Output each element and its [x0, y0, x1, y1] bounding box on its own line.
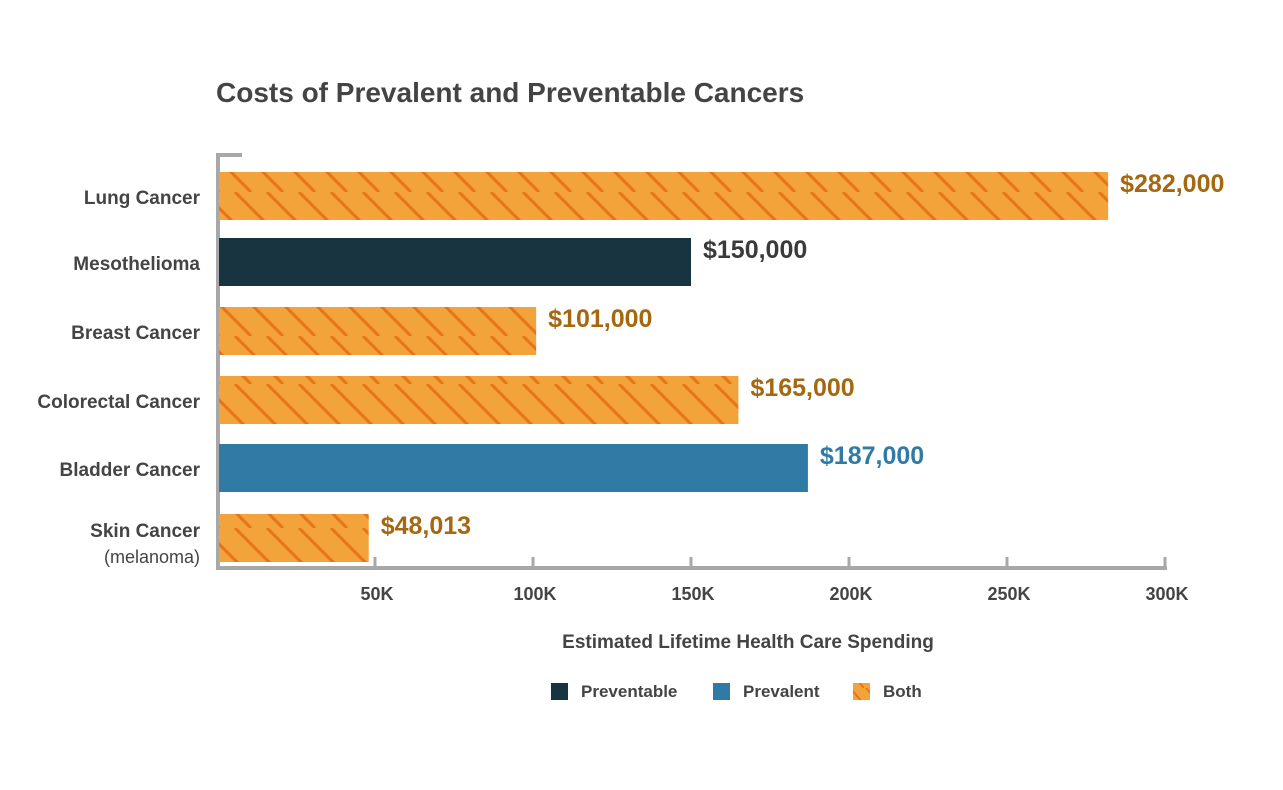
bar [219, 514, 369, 562]
category-label: Mesothelioma [73, 254, 200, 275]
x-tick-label: 200K [829, 584, 872, 604]
x-axis-label: Estimated Lifetime Health Care Spending [562, 632, 934, 653]
legend-swatch [551, 683, 568, 700]
value-label: $187,000 [820, 442, 924, 470]
category-label: Breast Cancer [71, 323, 200, 344]
bar [219, 238, 691, 286]
legend-label: Preventable [581, 682, 677, 701]
bars: Lung Cancer $282,000 Mesothelioma $150,000 B… [37, 170, 1224, 567]
x-tick-label: 300K [1145, 584, 1188, 604]
category-label: Skin Cancer [90, 521, 200, 542]
x-tick-label: 250K [987, 584, 1030, 604]
category-label: Colorectal Cancer [37, 392, 200, 413]
legend-label: Prevalent [743, 682, 820, 701]
value-label: $282,000 [1120, 170, 1224, 198]
value-label: $150,000 [703, 236, 807, 264]
category-label: Lung Cancer [84, 188, 201, 209]
value-label: $48,013 [381, 512, 471, 540]
category-label: Bladder Cancer [60, 460, 201, 481]
value-label: $165,000 [750, 374, 854, 402]
x-tick-label: 50K [360, 584, 393, 604]
axes: 50K 100K 150K 200K 250K 300K [216, 153, 1189, 604]
bar [219, 307, 537, 355]
x-tick-label: 150K [671, 584, 714, 604]
legend-label: Both [883, 682, 922, 701]
value-label: $101,000 [548, 305, 652, 333]
x-tick-label: 100K [513, 584, 556, 604]
legend-swatch [853, 683, 870, 700]
chart-title: Costs of Prevalent and Preventable Cance… [216, 77, 804, 108]
legend: Preventable Prevalent Both [551, 682, 922, 701]
bar [219, 172, 1109, 220]
bar [219, 376, 739, 424]
legend-swatch [713, 683, 730, 700]
category-sublabel: (melanoma) [104, 547, 200, 567]
bar [219, 444, 808, 492]
